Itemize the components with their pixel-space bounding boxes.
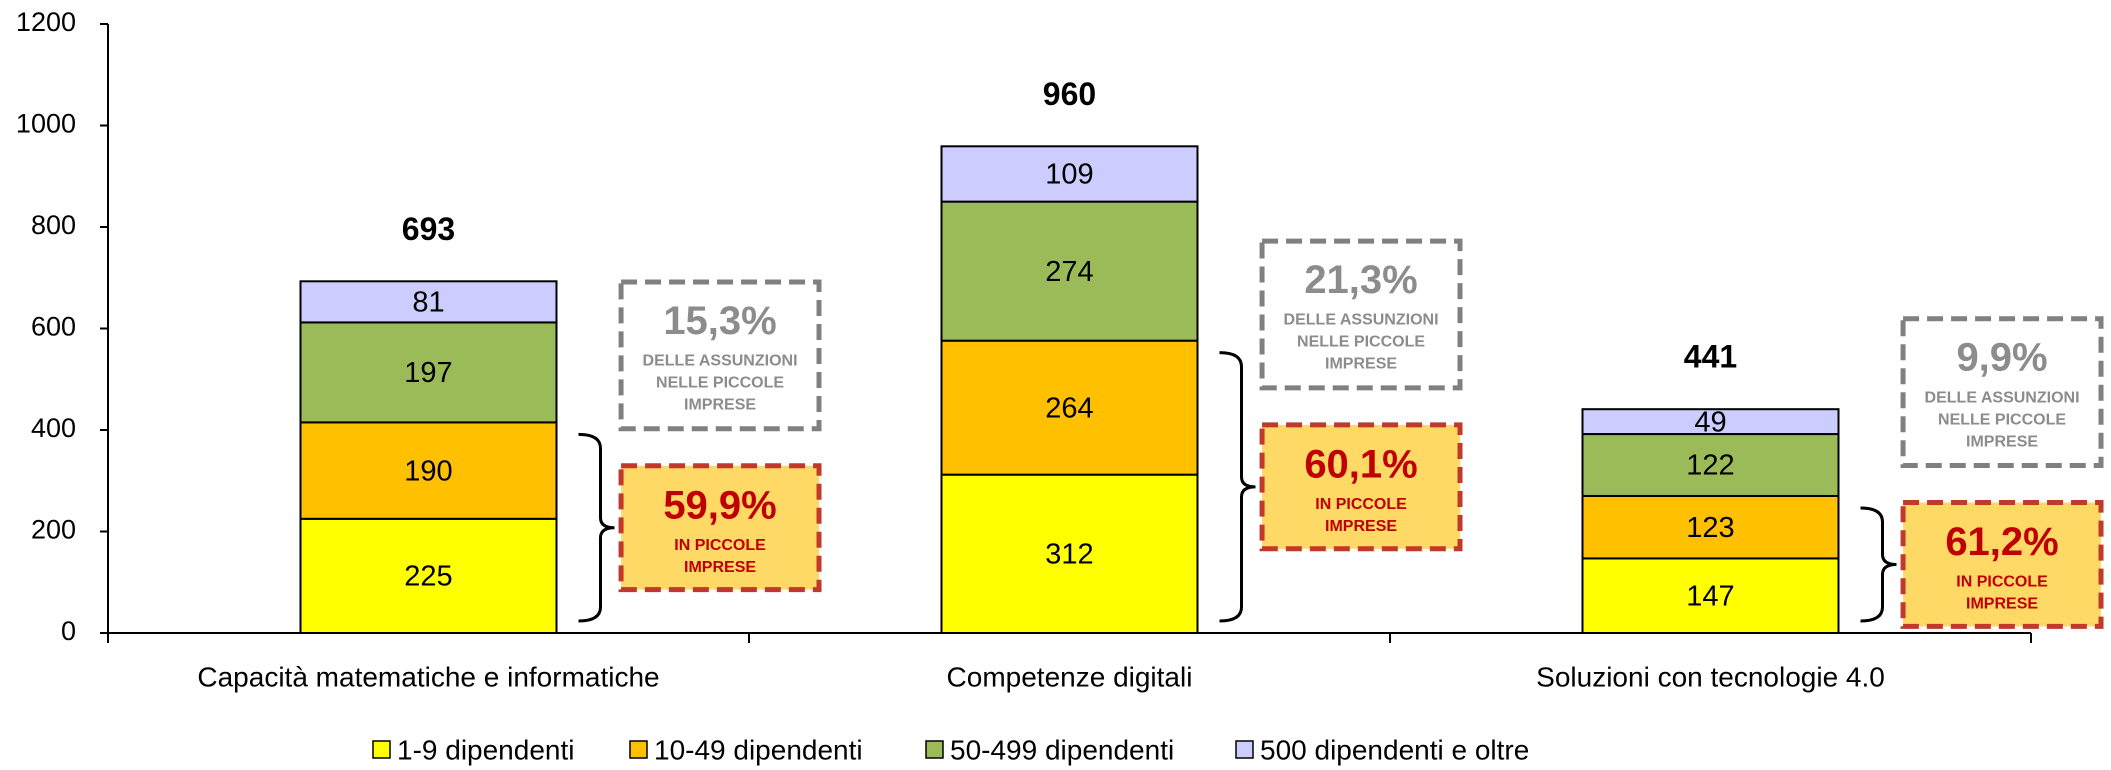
small-share-text: IMPRESE [1325, 518, 1397, 535]
legend-label: 500 dipendenti e oltre [1260, 734, 1529, 765]
bar-segment [1581, 433, 1840, 497]
large-share-text: IMPRESE [1325, 356, 1397, 373]
y-tick-label: 800 [31, 210, 76, 240]
large-share-text: DELLE ASSUNZIONI [1925, 389, 2080, 406]
legend-swatch [925, 740, 944, 759]
brace [578, 432, 615, 623]
x-tick-label: Soluzioni con tecnologie 4.0 [1536, 661, 1885, 692]
large-share: 21,3% [1304, 258, 1417, 302]
bar-segment [299, 321, 558, 424]
bar-segment [1581, 408, 1840, 436]
large-share: 9,9% [1956, 336, 2047, 380]
large-share-text: NELLE PICCOLE [1297, 334, 1425, 351]
total-label: 693 [402, 211, 455, 247]
bar-segment [940, 145, 1199, 203]
small-share: 61,2% [1945, 520, 2058, 564]
large-share-text: DELLE ASSUNZIONI [643, 353, 798, 370]
legend-swatch [1235, 740, 1254, 759]
segment-label: 109 [1045, 159, 1093, 191]
segment-label: 225 [404, 561, 452, 593]
large-share-text: IMPRESE [1966, 433, 2038, 450]
large-share: 15,3% [663, 299, 776, 343]
bar-segment [299, 280, 558, 324]
y-tick-label: 400 [31, 413, 76, 443]
small-share-text: IN PICCOLE [674, 537, 766, 554]
y-tick-label: 200 [31, 515, 76, 545]
segment-label: 264 [1045, 392, 1093, 424]
large-share-text: IMPRESE [684, 397, 756, 414]
small-share-text: IN PICCOLE [1315, 496, 1407, 513]
brace [1860, 506, 1897, 623]
segment-label: 312 [1045, 538, 1093, 570]
segment-label: 123 [1686, 512, 1734, 544]
large-share-text: NELLE PICCOLE [656, 375, 784, 392]
segment-label: 147 [1686, 580, 1734, 612]
bar-segment [940, 339, 1199, 476]
legend-label: 10-49 dipendenti [654, 734, 863, 765]
segment-label: 190 [404, 455, 452, 487]
bar-segment [299, 517, 558, 634]
legend-label: 1-9 dipendenti [397, 734, 574, 765]
segment-label: 122 [1686, 450, 1734, 482]
bar-segment [299, 421, 558, 520]
small-share-box [1259, 422, 1463, 552]
total-label: 441 [1684, 339, 1737, 375]
y-tick-label: 1200 [16, 7, 76, 37]
y-tick-label: 0 [61, 616, 76, 646]
small-share: 59,9% [663, 483, 776, 527]
small-share-text: IN PICCOLE [1956, 574, 2048, 591]
bar-segment [940, 473, 1199, 634]
legend-swatch [372, 740, 391, 759]
legend-label: 50-499 dipendenti [950, 734, 1174, 765]
segment-label: 49 [1694, 406, 1726, 438]
small-share: 60,1% [1304, 442, 1417, 486]
legend-swatch [629, 740, 648, 759]
small-share-text: IMPRESE [1966, 596, 2038, 613]
x-tick-label: Competenze digitali [947, 661, 1193, 692]
large-share-box [618, 279, 822, 432]
bar-segment [940, 200, 1199, 342]
large-share-box [1259, 238, 1463, 391]
bar-segment [1581, 494, 1840, 560]
small-share-text: IMPRESE [684, 559, 756, 576]
x-tick-label: Capacità matematiche e informatiche [197, 661, 659, 692]
y-tick-label: 1000 [16, 109, 76, 139]
small-share-box [1900, 500, 2104, 629]
large-share-text: DELLE ASSUNZIONI [1284, 312, 1439, 329]
segment-label: 197 [404, 357, 452, 389]
small-share-box [618, 463, 822, 593]
bar-segment [1581, 557, 1840, 635]
brace [1219, 351, 1256, 623]
total-label: 960 [1043, 76, 1096, 112]
y-tick-label: 600 [31, 312, 76, 342]
large-share-text: NELLE PICCOLE [1938, 411, 2066, 428]
large-share-box [1900, 316, 2104, 469]
segment-label: 81 [412, 287, 444, 319]
segment-label: 274 [1045, 256, 1093, 288]
